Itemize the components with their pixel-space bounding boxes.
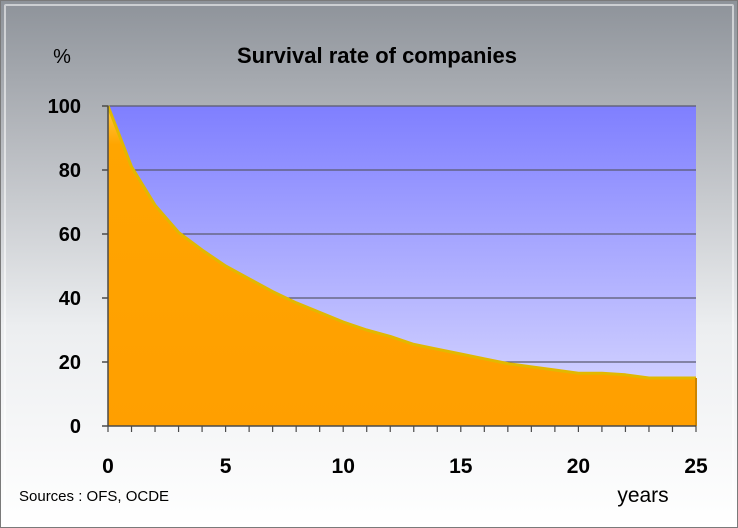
survival-area — [108, 106, 696, 426]
x-tick-label: 0 — [102, 455, 114, 478]
x-tick-label: 5 — [220, 455, 232, 478]
y-axis-unit-label: % — [53, 46, 71, 68]
x-tick-label: 10 — [332, 455, 355, 478]
survival-line — [106, 105, 696, 380]
y-tick-label: 100 — [48, 96, 81, 118]
source-note: Sources : OFS, OCDE — [19, 488, 169, 505]
x-tick-label: 15 — [449, 455, 473, 478]
y-tick-label: 80 — [59, 160, 81, 182]
y-tick-label: 20 — [59, 352, 81, 374]
y-tick-label: 40 — [59, 288, 81, 310]
x-tick-label: 25 — [684, 455, 708, 478]
chart-title: Survival rate of companies — [237, 43, 517, 68]
x-axis-label: years — [617, 484, 668, 507]
y-tick-label: 60 — [59, 224, 81, 246]
x-tick-label: 20 — [567, 455, 590, 478]
y-tick-label: 0 — [70, 416, 81, 438]
axes — [107, 106, 696, 427]
